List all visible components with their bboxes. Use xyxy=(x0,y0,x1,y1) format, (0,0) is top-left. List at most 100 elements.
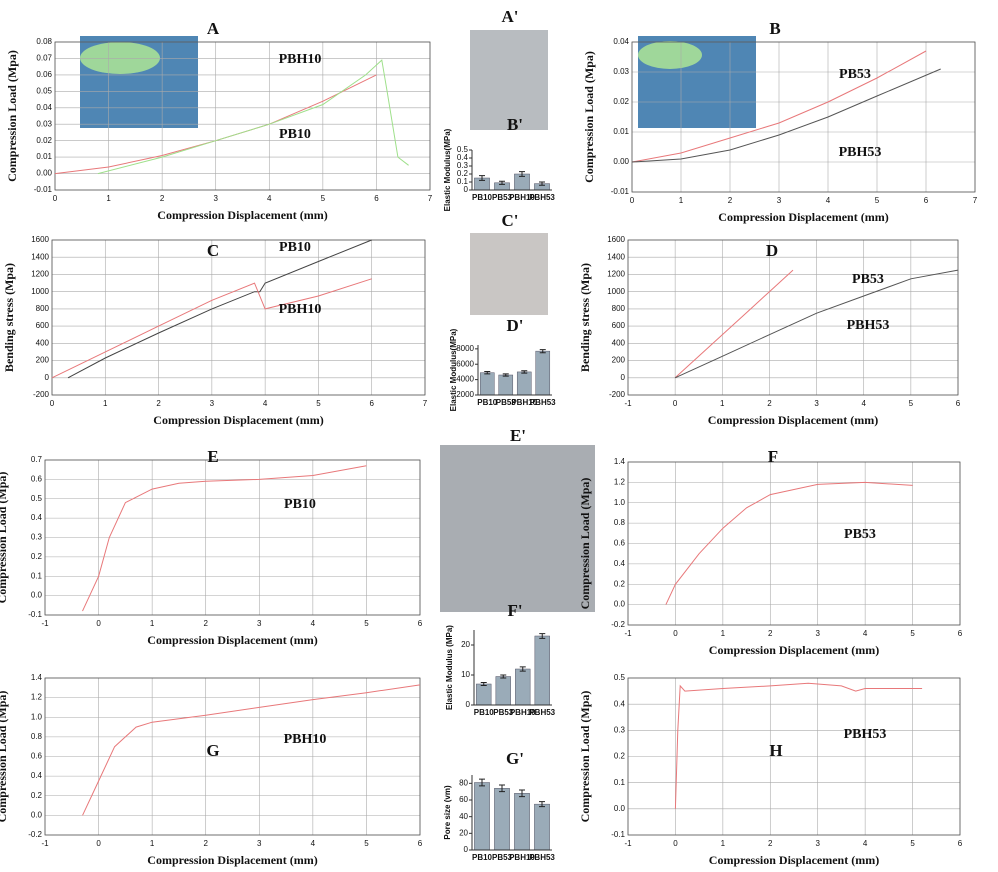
y-tick-label: 0.04 xyxy=(36,103,52,112)
x-tick-label: 0 xyxy=(630,196,635,205)
y-tick-label: -200 xyxy=(609,390,626,399)
x-axis-label: Compression Displacement (mm) xyxy=(157,208,327,222)
series-label: PBH10 xyxy=(279,302,322,317)
y-tick-label: 1000 xyxy=(607,287,625,296)
panel-title: C xyxy=(207,241,219,260)
y-tick-label: 200 xyxy=(36,356,50,365)
y-tick-label: 20 xyxy=(461,640,470,649)
y-tick-label: 80 xyxy=(459,778,468,787)
panel-title: B xyxy=(769,19,780,38)
y-tick-label: 0.6 xyxy=(614,539,626,548)
y-tick-label: 0.08 xyxy=(36,37,52,46)
x-tick-label: -1 xyxy=(624,399,632,408)
series-label: PB10 xyxy=(279,240,311,255)
x-tick-label: 6 xyxy=(418,619,423,628)
y-tick-label: 0.01 xyxy=(613,127,629,136)
bar xyxy=(476,684,491,705)
x-tick-label: 2 xyxy=(156,399,161,408)
x-axis-label: Compression Displacement (mm) xyxy=(718,210,888,224)
x-tick-label: 4 xyxy=(263,399,268,408)
y-tick-label: 0.03 xyxy=(36,119,52,128)
bar xyxy=(515,669,530,705)
bar xyxy=(536,351,550,395)
y-tick-label: 1.4 xyxy=(31,673,43,682)
x-tick-label: 1 xyxy=(150,619,155,628)
y-tick-label: -0.01 xyxy=(34,185,53,194)
x-tick-label: PBH53 xyxy=(529,708,555,717)
x-tick-label: PBH53 xyxy=(530,398,556,407)
bar xyxy=(535,636,550,705)
y-tick-label: 0.0 xyxy=(31,810,43,819)
x-tick-label: 7 xyxy=(428,194,433,203)
x-tick-label: PBH53 xyxy=(529,193,555,202)
y-tick-label: 1400 xyxy=(31,252,49,261)
y-axis-label: Bending stress (Mpa) xyxy=(578,263,592,372)
x-tick-label: 7 xyxy=(973,196,978,205)
y-tick-label: 0.3 xyxy=(31,533,43,542)
photo-inset xyxy=(638,41,702,69)
series-label: PB53 xyxy=(839,67,871,82)
bar xyxy=(480,373,494,395)
y-axis-label: Elastic Modulus(MPa) xyxy=(449,328,458,411)
y-tick-label: 1200 xyxy=(31,270,49,279)
x-tick-label: 3 xyxy=(213,194,218,203)
y-tick-label: 1.2 xyxy=(31,693,43,702)
x-tick-label: 2 xyxy=(160,194,165,203)
series-label: PBH53 xyxy=(839,145,882,160)
y-tick-label: -200 xyxy=(33,390,50,399)
x-tick-label: 7 xyxy=(423,399,428,408)
y-tick-label: 0.2 xyxy=(614,752,626,761)
x-tick-label: PB10 xyxy=(474,708,495,717)
x-tick-label: 1 xyxy=(150,839,155,848)
series-label: PBH53 xyxy=(847,318,890,333)
x-tick-label: 0 xyxy=(673,399,678,408)
y-tick-label: 0.1 xyxy=(457,177,469,186)
x-tick-label: 1 xyxy=(721,839,726,848)
panel-title: A xyxy=(207,19,220,38)
y-tick-label: 0 xyxy=(464,845,469,854)
x-tick-label: 5 xyxy=(875,196,880,205)
y-axis-label: Compression Load (Mpa) xyxy=(0,691,9,823)
y-tick-label: 0.4 xyxy=(31,771,43,780)
x-tick-label: 3 xyxy=(210,399,215,408)
x-tick-label: PBH53 xyxy=(529,853,555,862)
x-tick-label: PB10 xyxy=(472,853,493,862)
x-tick-label: 6 xyxy=(924,196,929,205)
x-axis-label: Compression Displacement (mm) xyxy=(153,413,323,427)
y-tick-label: 0.0 xyxy=(614,600,626,609)
series-line xyxy=(83,466,367,611)
bar xyxy=(494,788,509,850)
bar xyxy=(534,804,549,850)
y-tick-label: 60 xyxy=(459,795,468,804)
y-axis-label: Compression Load (Mpa) xyxy=(0,472,9,604)
y-tick-label: 400 xyxy=(612,338,626,347)
x-tick-label: 1 xyxy=(103,399,108,408)
y-tick-label: 400 xyxy=(36,338,50,347)
y-tick-label: 0 xyxy=(45,373,50,382)
y-tick-label: 0.00 xyxy=(36,169,52,178)
y-tick-label: 0.7 xyxy=(31,455,43,464)
y-tick-label: 1400 xyxy=(607,252,625,261)
x-tick-label: 6 xyxy=(958,629,963,638)
bar xyxy=(514,793,529,850)
y-tick-label: 6000 xyxy=(456,359,474,368)
y-tick-label: 1600 xyxy=(31,235,49,244)
y-tick-label: 0.06 xyxy=(36,70,52,79)
x-tick-label: 5 xyxy=(910,839,915,848)
x-tick-label: 5 xyxy=(364,839,369,848)
panel-title: D xyxy=(766,241,778,260)
x-tick-label: 2 xyxy=(767,399,772,408)
x-axis-label: Compression Displacement (mm) xyxy=(709,643,879,657)
x-tick-label: 1 xyxy=(720,399,725,408)
series-line xyxy=(675,270,793,378)
y-tick-label: 0.4 xyxy=(457,153,469,162)
y-tick-label: 0.8 xyxy=(31,732,43,741)
y-tick-label: 800 xyxy=(612,304,626,313)
plot-frame xyxy=(628,240,958,395)
series-label: PBH10 xyxy=(279,52,322,67)
y-tick-label: 600 xyxy=(612,321,626,330)
x-tick-label: 0 xyxy=(53,194,58,203)
y-axis-label: Compression Load (Mpa) xyxy=(5,50,19,182)
x-tick-label: -1 xyxy=(624,629,632,638)
y-tick-label: 0 xyxy=(466,700,471,709)
